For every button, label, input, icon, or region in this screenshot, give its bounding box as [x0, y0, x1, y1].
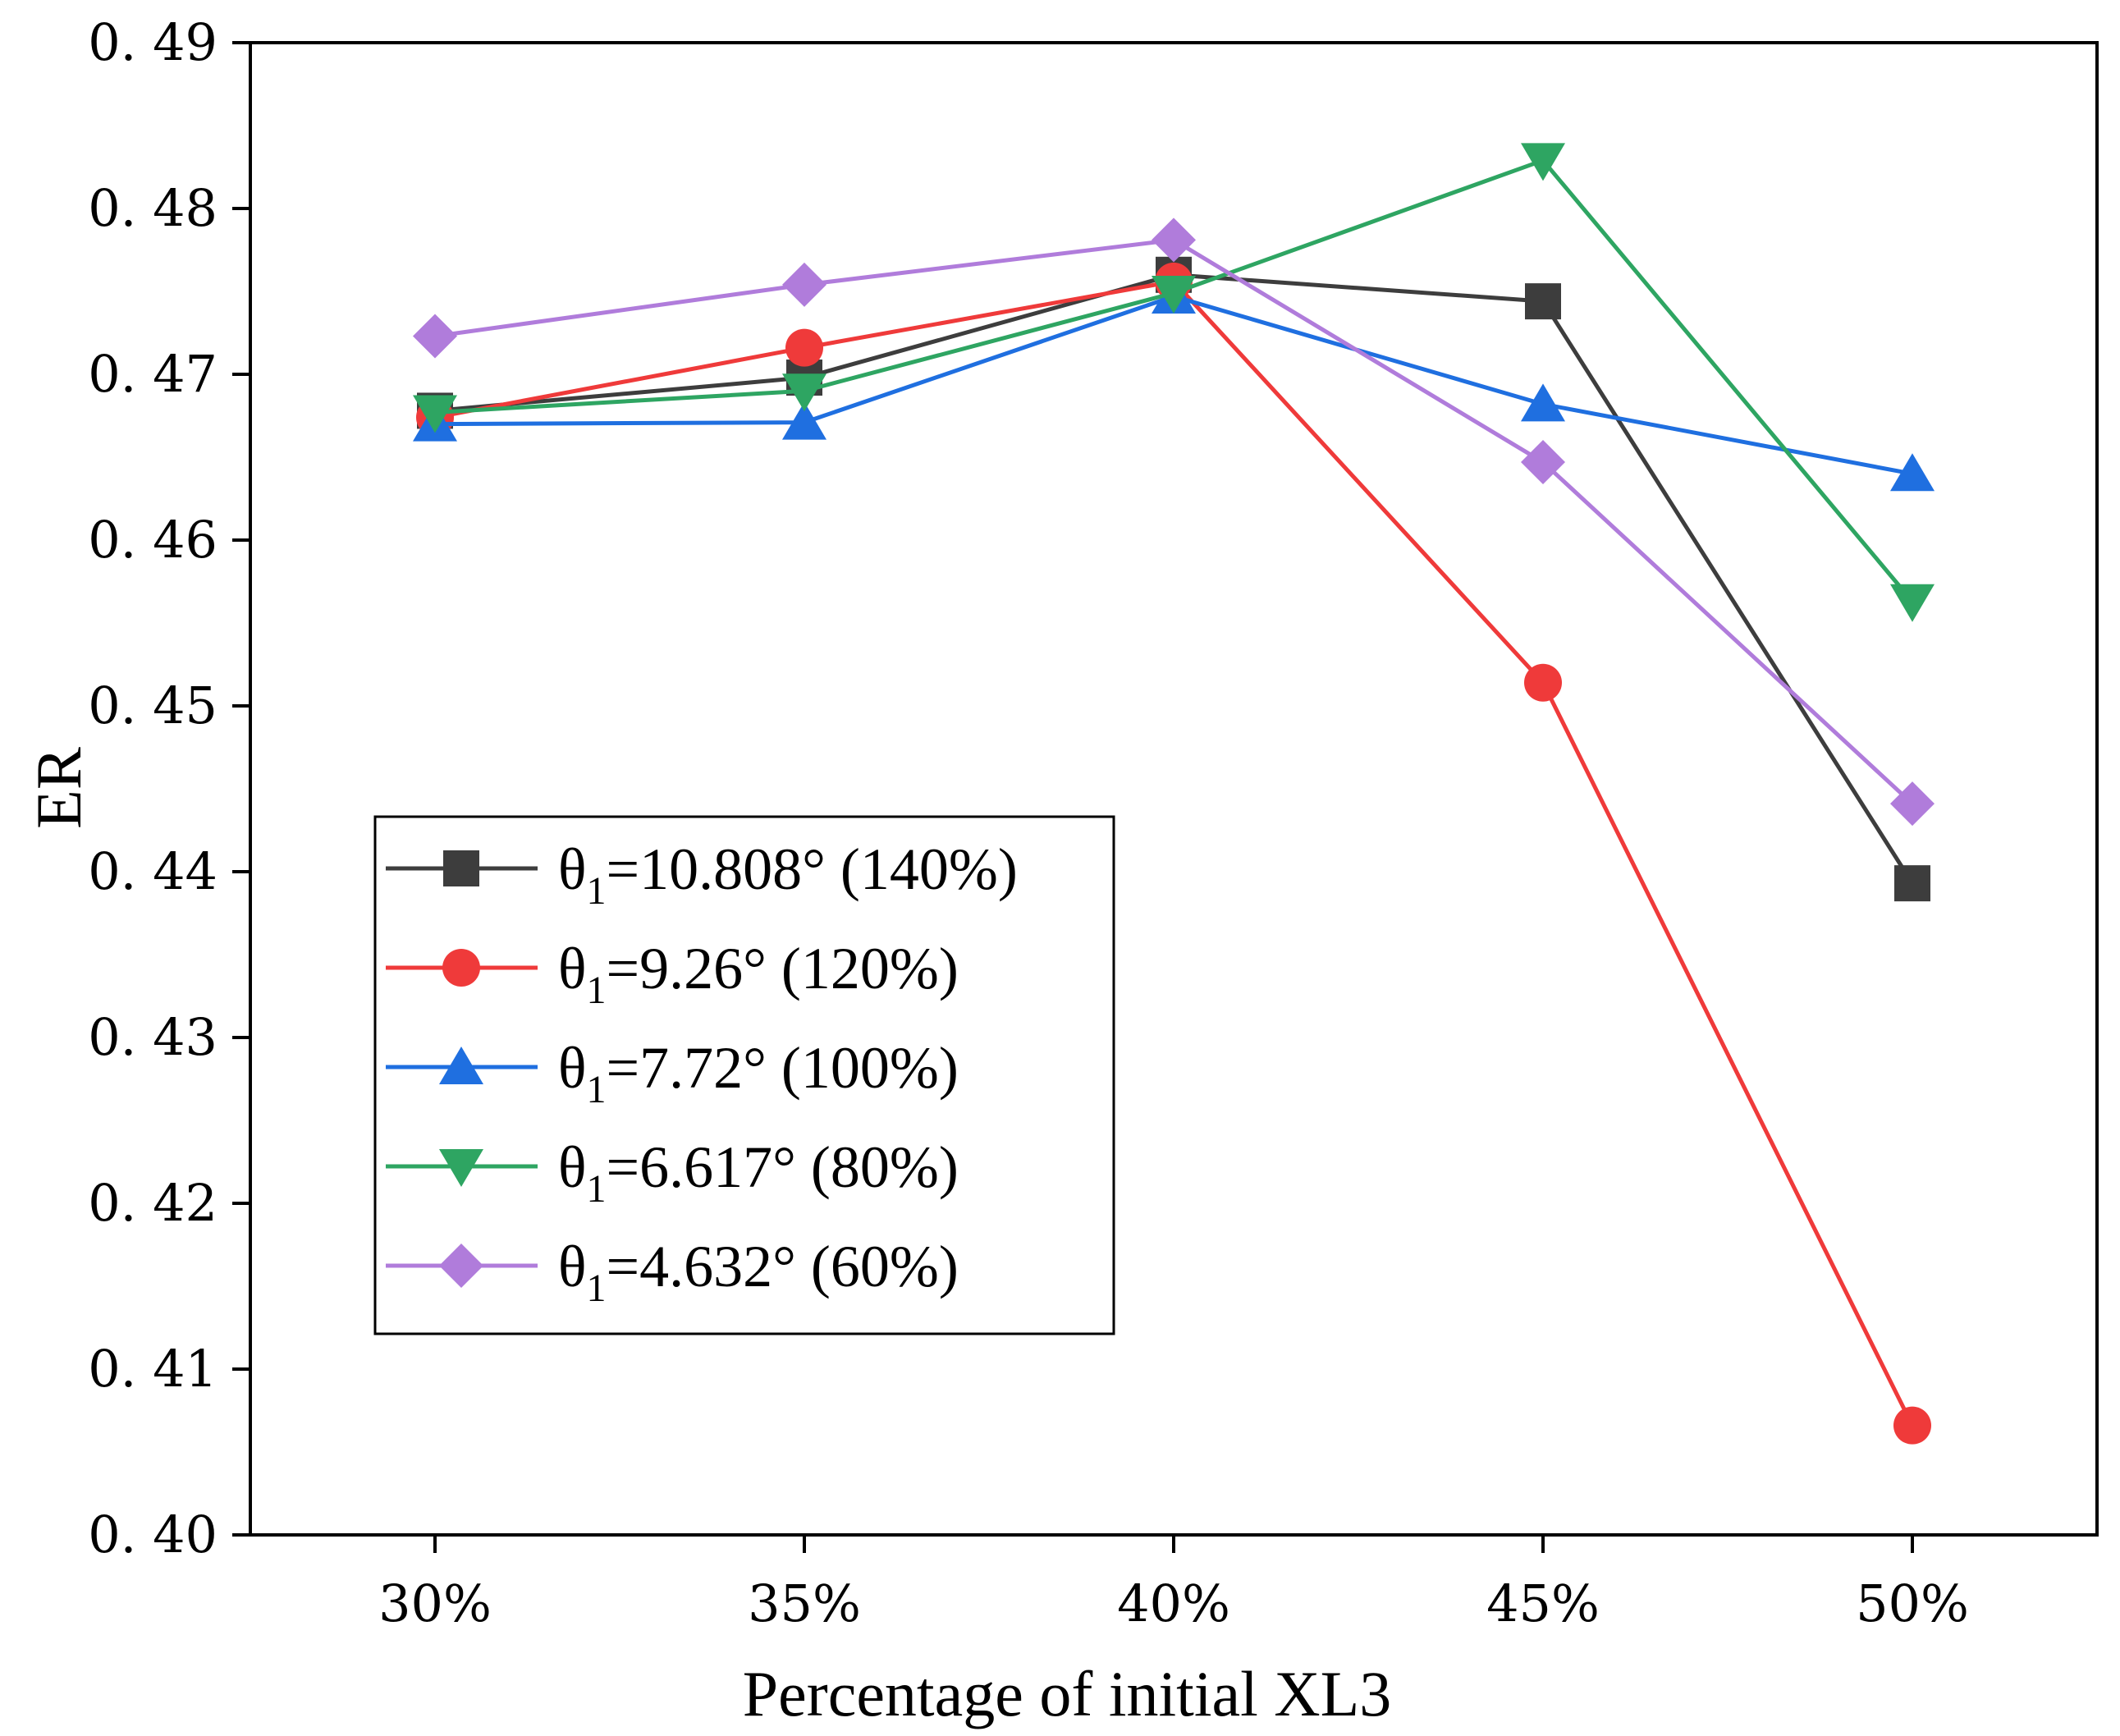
- data-point: [1525, 283, 1561, 320]
- y-tick-label: 0. 43: [88, 1007, 217, 1067]
- legend-label: θ1=10.808° (140%): [558, 836, 1018, 913]
- x-tick-label: 45%: [1486, 1573, 1600, 1633]
- legend-label: θ1=6.617° (80%): [558, 1134, 959, 1211]
- data-point: [1152, 276, 1196, 314]
- data-point: [413, 395, 457, 433]
- legend-label: θ1=7.72° (100%): [558, 1035, 959, 1111]
- series-layer: [413, 143, 1935, 1445]
- data-point: [1890, 584, 1935, 622]
- legend-item: θ1=4.632° (60%): [386, 1234, 959, 1310]
- y-tick-label: 0. 49: [88, 12, 217, 72]
- legend-marker: [442, 949, 480, 987]
- series-line: [434, 273, 1915, 885]
- data-point: [782, 373, 826, 412]
- y-tick-label: 0. 45: [88, 676, 217, 735]
- legend-label: θ1=4.632° (60%): [558, 1234, 959, 1310]
- x-tick-label: 50%: [1856, 1573, 1969, 1633]
- x-axis-title: Percentage of initial XL3: [743, 1658, 1392, 1729]
- y-tick-label: 0. 40: [88, 1505, 217, 1564]
- x-tick-label: 30%: [378, 1573, 492, 1633]
- series-line: [434, 294, 1913, 476]
- data-point: [1521, 143, 1565, 181]
- legend-frame: [373, 815, 1115, 1335]
- series-5: [413, 218, 1935, 827]
- y-tick-label: 0. 44: [88, 841, 217, 901]
- data-point: [1890, 781, 1935, 827]
- legend: θ1=10.808° (140%) θ1=9.26° (120%) θ1=7.72°…: [373, 815, 1115, 1335]
- y-tick-label: 0. 47: [88, 344, 217, 404]
- y-tick-label: 0. 42: [88, 1173, 217, 1233]
- data-point: [782, 401, 826, 440]
- data-point: [1521, 383, 1565, 422]
- legend-marker: [443, 850, 479, 886]
- legend-marker: [439, 1047, 483, 1084]
- series-4: [413, 143, 1935, 622]
- y-axis-title: ER: [23, 747, 94, 829]
- legend-item: θ1=10.808° (140%): [386, 836, 1018, 913]
- series-line: [434, 237, 1914, 806]
- data-point: [413, 314, 457, 359]
- legend-marker: [439, 1244, 483, 1288]
- data-point: [1521, 440, 1565, 485]
- legend-label: θ1=9.26° (120%): [558, 936, 959, 1012]
- data-point: [782, 262, 826, 307]
- data-point: [1894, 865, 1930, 902]
- data-point: [785, 328, 823, 367]
- y-tick-label: 0. 41: [88, 1339, 217, 1399]
- legend-item: θ1=9.26° (120%): [386, 936, 959, 1012]
- data-point: [1890, 453, 1935, 492]
- x-axis: 30% 35% 40% 45% 50%: [378, 1535, 1969, 1633]
- data-point: [1152, 218, 1196, 263]
- y-axis: 0. 40 0. 41 0. 42 0. 43 0. 44 0. 45 0. 46 0. 47…: [88, 12, 250, 1564]
- legend-item: θ1=7.72° (100%): [386, 1035, 959, 1111]
- data-point: [1524, 663, 1562, 702]
- y-tick-label: 0. 46: [88, 510, 217, 570]
- data-point: [1893, 1406, 1931, 1445]
- legend-item: θ1=6.617° (80%): [386, 1134, 959, 1211]
- x-tick-label: 35%: [748, 1573, 861, 1633]
- legend-marker: [439, 1149, 483, 1187]
- y-tick-label: 0. 48: [88, 178, 217, 238]
- x-tick-label: 40%: [1117, 1573, 1230, 1633]
